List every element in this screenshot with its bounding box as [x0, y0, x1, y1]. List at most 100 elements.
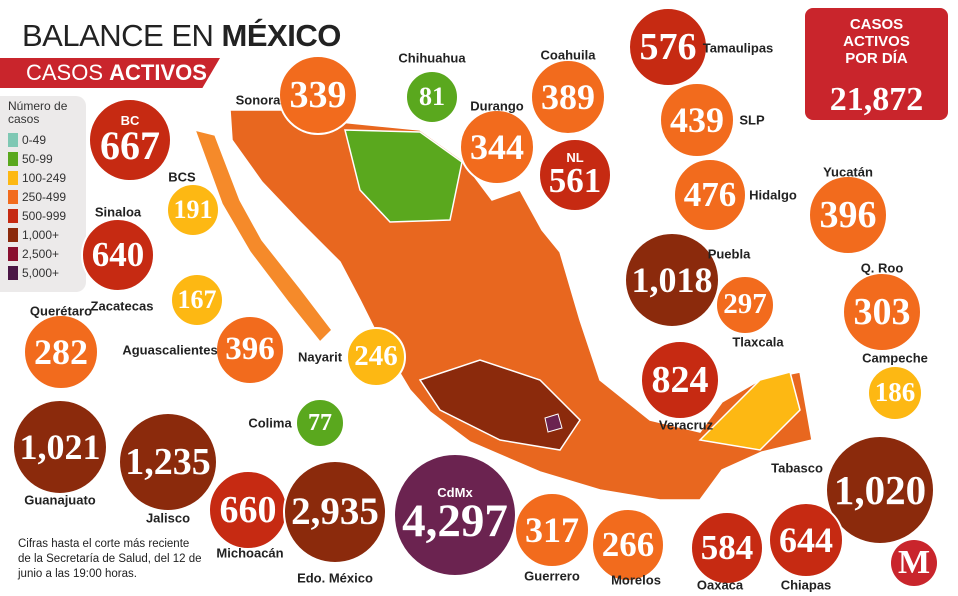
- region-value: 640: [91, 235, 145, 275]
- region-circle: 1,021: [12, 399, 108, 495]
- region-value: 167: [177, 284, 217, 314]
- region-value: 476: [683, 175, 737, 215]
- region-circle: 81: [405, 70, 459, 124]
- legend-label: 500-999: [22, 208, 67, 223]
- region-name: BC: [120, 113, 140, 128]
- region-value: 246: [354, 340, 398, 373]
- legend-label: 0-49: [22, 132, 47, 147]
- region-value: 4,297: [402, 494, 508, 547]
- baja-peninsula: [193, 128, 333, 344]
- region-value: 1,020: [833, 466, 927, 513]
- region-name: Veracruz: [658, 417, 714, 433]
- region-name: Guerrero: [524, 568, 580, 584]
- region-name: BCS: [168, 169, 196, 185]
- region-circle: NL 561: [538, 138, 612, 212]
- region-value: 824: [651, 358, 709, 401]
- region-circle: 396: [808, 175, 888, 255]
- region-circle: 476: [673, 158, 747, 232]
- region-name: Puebla: [707, 246, 751, 262]
- region-circle: 389: [530, 59, 606, 135]
- legend-swatch: [8, 208, 18, 223]
- region-name: Chiapas: [780, 577, 832, 593]
- region-value: 282: [34, 331, 88, 372]
- legend-swatch: [8, 189, 18, 204]
- region-circle: CdMx 4,297: [393, 453, 517, 577]
- region-circle: 339: [278, 55, 358, 135]
- legend-item: 0-49: [0, 130, 86, 149]
- region-name: Michoacán: [216, 545, 284, 561]
- region-value: 81: [419, 81, 445, 111]
- region-name: Tabasco: [771, 460, 823, 476]
- region-name: Hidalgo: [749, 187, 797, 203]
- region-circle: 344: [459, 109, 535, 185]
- region-name: Durango: [470, 98, 524, 114]
- region-circle: 1,020: [825, 435, 935, 545]
- region-circle: 439: [659, 82, 735, 158]
- region-circle: 824: [640, 340, 720, 420]
- region-name: Aguascalientes: [122, 342, 218, 358]
- daily-box: CASOS ACTIVOS POR DÍA 21,872: [805, 8, 948, 120]
- region-name: Guanajuato: [24, 492, 96, 508]
- region-name: Jalisco: [145, 510, 191, 526]
- region-name: Sinaloa: [94, 204, 142, 220]
- legend-label: 100-249: [22, 170, 67, 185]
- legend-item: 1,000+: [0, 225, 86, 244]
- region-value: 77: [308, 409, 332, 436]
- region-value: 439: [670, 99, 724, 140]
- legend-item: 250-499: [0, 187, 86, 206]
- region-circle: 167: [170, 273, 224, 327]
- region-circle: 282: [23, 314, 99, 390]
- legend-label: 1,000+: [22, 227, 60, 242]
- region-circle: 584: [690, 511, 764, 585]
- legend-swatch: [8, 132, 18, 147]
- region-name: Oaxaca: [696, 577, 744, 593]
- legend-item: 5,000+: [0, 263, 86, 282]
- legend-item: 100-249: [0, 168, 86, 187]
- region-value: 303: [853, 290, 911, 333]
- legend-item: 500-999: [0, 206, 86, 225]
- region-name: Morelos: [611, 572, 661, 588]
- region-circle: 576: [628, 7, 708, 87]
- region-value: 576: [639, 25, 697, 68]
- north-central: [344, 129, 463, 223]
- legend-label: 5,000+: [22, 265, 60, 280]
- daily-value: 21,872: [829, 81, 924, 118]
- legend-title: Número de casos: [8, 99, 68, 126]
- region-value: 561: [548, 161, 602, 201]
- region-name: SLP: [739, 112, 765, 128]
- region-value: 297: [723, 288, 767, 321]
- region-circle: 246: [346, 327, 406, 387]
- region-value: 317: [525, 509, 579, 550]
- legend-swatch: [8, 151, 18, 166]
- cdmx-area: [544, 413, 563, 433]
- region-circle: 644: [768, 502, 844, 578]
- region-value: 191: [173, 194, 213, 224]
- region-name: Campeche: [862, 350, 928, 366]
- region-circle: 186: [867, 365, 923, 421]
- region-name: Yucatán: [823, 164, 873, 180]
- region-value: 396: [225, 331, 275, 368]
- region-value: 1,021: [19, 426, 101, 467]
- region-name: Chihuahua: [398, 50, 466, 66]
- title-bold: MÉXICO: [221, 18, 342, 53]
- footnote: Cifras hasta el corte más reciente de la…: [18, 538, 202, 580]
- region-circle: 77: [295, 398, 345, 448]
- legend-label: 50-99: [22, 151, 53, 166]
- region-circle: 1,018: [624, 232, 720, 328]
- region-circle: 1,235: [118, 412, 218, 512]
- region-value: 584: [700, 528, 754, 568]
- legend-swatch: [8, 170, 18, 185]
- center: [418, 359, 581, 451]
- region-value: 266: [601, 525, 655, 565]
- region-circle: 191: [166, 183, 220, 237]
- region-name: Zacatecas: [90, 298, 154, 314]
- logo: M: [891, 540, 937, 586]
- region-name: Tamaulipas: [702, 40, 774, 56]
- region-name: Coahuila: [540, 47, 596, 63]
- subtitle-light: CASOS: [26, 60, 104, 85]
- subtitle-bold: ACTIVOS: [109, 60, 207, 85]
- region-circle: 303: [842, 272, 922, 352]
- region-value: 660: [219, 488, 277, 531]
